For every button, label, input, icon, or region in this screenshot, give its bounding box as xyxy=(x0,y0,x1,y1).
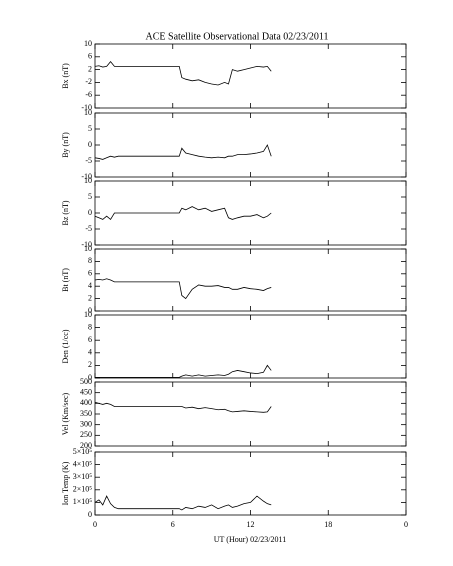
y-tick-label: 5 xyxy=(88,192,92,201)
y-tick-label: 5 xyxy=(88,124,92,133)
data-line xyxy=(94,401,272,413)
data-line xyxy=(94,206,272,221)
y-tick-label: 0 xyxy=(88,306,92,315)
y-tick-label: 5×10⁵ xyxy=(73,447,93,456)
y-tick-label: 2×10⁵ xyxy=(73,485,93,494)
y-tick-label: -10 xyxy=(81,240,92,249)
data-line xyxy=(94,60,272,86)
y-tick-label: 450 xyxy=(80,387,92,396)
y-tick-label: 2 xyxy=(88,293,92,302)
y-axis-label: Bz (nT) xyxy=(61,200,70,225)
y-axis-label: Ion Temp (K) xyxy=(61,461,70,505)
y-tick-label: 400 xyxy=(80,398,92,407)
y-tick-label: 6 xyxy=(88,335,92,344)
y-tick-label: 10 xyxy=(84,108,92,117)
y-axis-label: Den (1/cc) xyxy=(61,329,70,363)
y-tick-label: 8 xyxy=(88,322,92,331)
y-tick-label: 0 xyxy=(88,208,92,217)
y-tick-label: -10 xyxy=(81,103,92,112)
y-tick-label: -2 xyxy=(85,77,92,86)
y-tick-label: 500 xyxy=(80,377,92,386)
y-tick-label: -10 xyxy=(81,172,92,181)
y-tick-label: 10 xyxy=(84,39,92,48)
y-tick-label: 300 xyxy=(80,419,92,428)
y-tick-label: 10 xyxy=(84,176,92,185)
x-tick-label: 6 xyxy=(171,520,175,529)
y-tick-label: 10 xyxy=(84,244,92,253)
x-tick-label: 12 xyxy=(247,520,255,529)
y-tick-label: 3×10⁵ xyxy=(73,472,93,481)
x-tick-label: 0 xyxy=(404,520,408,529)
y-tick-label: 4 xyxy=(88,348,92,357)
data-line xyxy=(94,278,272,300)
y-tick-label: 8 xyxy=(88,256,92,265)
y-tick-label: 2 xyxy=(88,64,92,73)
y-axis-label: Bt (nT) xyxy=(61,268,70,292)
y-tick-label: 4×10⁵ xyxy=(73,459,93,468)
y-tick-label: 0 xyxy=(88,510,92,519)
y-tick-label: 1×10⁵ xyxy=(73,497,93,506)
y-tick-label: 2 xyxy=(88,360,92,369)
data-line xyxy=(95,364,272,378)
y-axis-label: Vel (Km/sec) xyxy=(61,392,70,435)
data-line xyxy=(94,495,272,511)
y-tick-label: 4 xyxy=(88,281,92,290)
x-axis-label: UT (Hour) 02/23/2011 xyxy=(214,535,286,544)
data-line xyxy=(94,144,272,160)
y-tick-label: -6 xyxy=(85,90,92,99)
y-axis-label: Bx (nT) xyxy=(61,63,70,89)
y-tick-label: 200 xyxy=(80,441,92,450)
x-tick-label: 0 xyxy=(93,520,97,529)
x-tick-label: 18 xyxy=(324,520,332,529)
y-tick-label: 0 xyxy=(88,373,92,382)
y-tick-label: 10 xyxy=(84,310,92,319)
y-tick-label: -5 xyxy=(85,224,92,233)
y-axis-label: By (nT) xyxy=(61,132,70,158)
y-tick-label: 350 xyxy=(80,409,92,418)
y-tick-label: 0 xyxy=(88,140,92,149)
y-tick-label: 250 xyxy=(80,430,92,439)
chart-title: ACE Satellite Observational Data 02/23/2… xyxy=(146,31,329,42)
y-tick-label: 6 xyxy=(88,52,92,61)
y-tick-label: -5 xyxy=(85,156,92,165)
y-tick-label: 6 xyxy=(88,269,92,278)
